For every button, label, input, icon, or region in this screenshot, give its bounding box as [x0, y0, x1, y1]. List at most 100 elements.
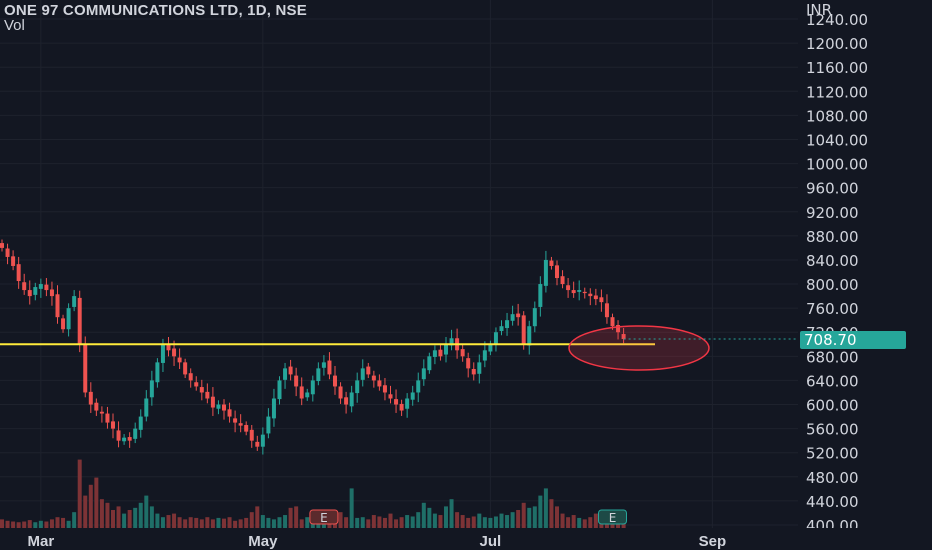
- candle-body: [177, 357, 182, 363]
- volume-bar: [283, 515, 288, 528]
- candle-body: [538, 284, 543, 307]
- candle-body: [416, 380, 421, 393]
- price-tick-label: 520.00: [806, 445, 859, 463]
- price-tick-label: 1080.00: [806, 107, 868, 125]
- price-tick-label: 1240.00: [806, 11, 868, 29]
- volume-bar: [216, 517, 221, 528]
- candle: [83, 336, 88, 398]
- candle: [0, 239, 4, 252]
- candle-body: [521, 315, 526, 345]
- candle: [155, 358, 160, 388]
- time-axis[interactable]: Mar May Jul Sep: [0, 528, 932, 550]
- candle: [99, 406, 104, 423]
- price-axis[interactable]: 1240.00 1200.00 1160.00 1120.00 1080.00 1040.…: [806, 11, 868, 535]
- candle: [77, 290, 82, 353]
- candle-body: [205, 391, 210, 399]
- candle-body: [210, 396, 215, 408]
- volume-bar: [144, 495, 149, 528]
- volume-bar: [16, 522, 21, 528]
- candle-body: [410, 392, 415, 400]
- candle: [210, 387, 215, 416]
- volume-bar: [449, 499, 454, 528]
- candle: [349, 385, 354, 413]
- volume-bar: [11, 521, 16, 528]
- volume-bar: [493, 516, 498, 528]
- volume-bar: [172, 513, 177, 528]
- price-tick-label: 480.00: [806, 469, 859, 487]
- candle-body: [299, 386, 304, 399]
- candle: [111, 413, 115, 439]
- candle: [421, 359, 426, 386]
- candle: [288, 359, 293, 381]
- volume-indicator-label[interactable]: Vol: [4, 17, 25, 34]
- candle: [621, 328, 626, 344]
- volume-bar: [355, 517, 360, 528]
- price-tick-label: 1120.00: [806, 83, 868, 101]
- volume-bar: [5, 520, 10, 528]
- candle: [166, 337, 171, 357]
- candle-body: [227, 409, 232, 417]
- candle: [371, 370, 376, 388]
- candle: [44, 278, 49, 297]
- candle-body: [532, 308, 537, 327]
- volume-bar: [555, 506, 559, 528]
- candle: [205, 383, 210, 404]
- volume-bar: [582, 519, 587, 528]
- volume-bar: [111, 510, 115, 528]
- candle-body: [616, 325, 621, 333]
- volume-bar: [444, 506, 448, 528]
- highlight-ellipse[interactable]: [568, 325, 710, 371]
- candle-body: [344, 397, 349, 405]
- candle-body: [560, 276, 565, 285]
- time-tick-label: Sep: [699, 533, 727, 550]
- candle: [366, 362, 371, 379]
- volume-bar: [455, 512, 460, 528]
- candle-body: [599, 297, 604, 303]
- candle: [72, 290, 77, 312]
- candle: [505, 312, 510, 336]
- grid-lines: [0, 0, 798, 528]
- time-axis-bg: [0, 528, 932, 550]
- candle-body: [22, 282, 27, 291]
- volume-bar: [33, 522, 38, 528]
- candle: [244, 421, 249, 436]
- candle-body: [244, 425, 249, 432]
- candle-body: [55, 294, 60, 318]
- candle: [438, 343, 443, 361]
- candle: [344, 391, 349, 414]
- candle-body: [527, 326, 532, 346]
- candle: [510, 305, 515, 326]
- candle: [493, 327, 498, 352]
- volume-bar: [205, 517, 210, 528]
- candle-body: [571, 290, 576, 294]
- candle: [593, 288, 598, 306]
- volume-bar: [366, 519, 371, 528]
- candle: [560, 270, 565, 289]
- candle: [66, 303, 71, 337]
- earnings-event-marker[interactable]: E: [309, 509, 339, 525]
- candle: [427, 352, 432, 374]
- volume-bar: [94, 477, 99, 528]
- candle: [333, 365, 337, 395]
- candle-body: [38, 284, 43, 289]
- candle: [49, 281, 54, 306]
- volume-bar: [149, 506, 154, 528]
- price-tick-label: 680.00: [806, 348, 859, 366]
- candle: [105, 406, 110, 429]
- candle-body: [588, 293, 593, 297]
- volume-bar: [61, 517, 66, 528]
- candle-body: [371, 375, 376, 381]
- price-tick-label: 800.00: [806, 276, 859, 294]
- earnings-event-marker[interactable]: E: [598, 509, 627, 525]
- earnings-badge: [309, 509, 339, 525]
- price-tick-label: 600.00: [806, 397, 859, 415]
- volume-bar: [166, 515, 171, 528]
- candle: [321, 355, 326, 376]
- volume-bar: [227, 517, 232, 528]
- candle-body: [444, 344, 448, 355]
- volume-bar: [72, 512, 77, 528]
- time-tick-label: May: [248, 533, 278, 550]
- volume-bar: [482, 517, 487, 528]
- volume-bar: [177, 517, 182, 528]
